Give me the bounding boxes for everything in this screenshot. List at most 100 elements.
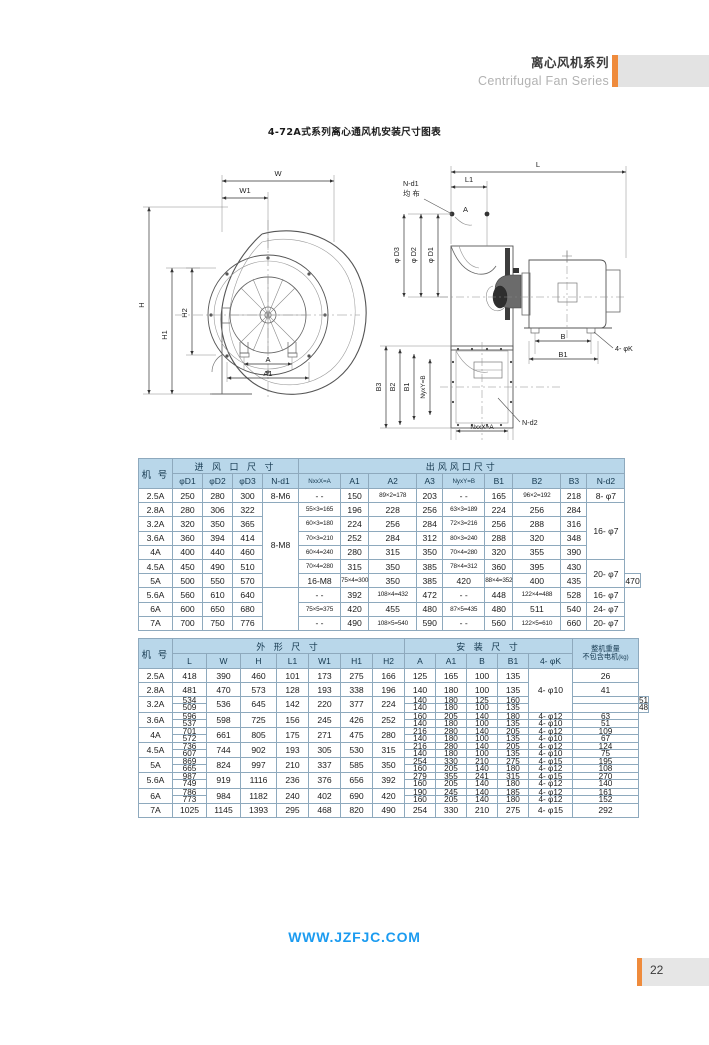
t1-cell-b3: 218 — [560, 487, 588, 504]
t1-cell-nd2: 16- φ7 — [586, 587, 626, 603]
t1-cell-nd2: 16- φ7 — [586, 502, 626, 560]
t2-cell-l1: 128 — [276, 682, 309, 698]
t2-cell-l1: 175 — [276, 726, 309, 743]
header-title-cn: 离心风机系列 — [530, 55, 609, 70]
t1-cell-model: 2.8A — [138, 502, 173, 518]
t1-cell-nyxy: 72×3=216 — [442, 516, 486, 532]
t2-cell-b: 210 140 — [466, 757, 498, 774]
t1-cell-a1: 392 — [339, 587, 370, 603]
t1-cell-a2: 108×4=432 — [368, 587, 418, 603]
dimension-table-inlet-outlet: 机 号 进 风 口 尺 寸 出风风口尺寸 φD1 φD2 φD3 N-d1 Nx… — [138, 458, 641, 631]
t2-cell-a: 125 — [404, 667, 436, 684]
t1-cell-b3: 470 — [624, 573, 641, 589]
t1-cell-model: 5.6A — [138, 587, 173, 603]
svg-text:A: A — [265, 355, 270, 364]
t2-cell-l: 1025 — [172, 802, 207, 818]
t1-cell-d2: 610 — [202, 587, 233, 603]
t2-cell-h: 1116 — [240, 772, 277, 789]
t1-cell-b1: 288 — [484, 530, 514, 546]
t2-cell-k: 4- φ10 — [528, 668, 573, 713]
t2-cell-l: 596 537 — [172, 711, 207, 728]
t1-cell-nd1: 16-M8 — [298, 573, 341, 589]
t2-cell-w1: 376 — [308, 772, 341, 789]
t1-cell-model: 3.6A — [138, 530, 173, 546]
t1-cell-b1: 320 — [484, 544, 514, 560]
t1-cell-b1: 480 — [484, 601, 514, 617]
t2-cell-h2: 252 — [372, 711, 405, 728]
t2-cell-a1: 280 180 — [435, 741, 467, 759]
t2-cell-b: 140 100 — [466, 726, 498, 743]
table-row: 3.6A 360 394 414 70×3=210 252 284 312 80×3=240 28… — [138, 530, 641, 546]
t2-cell-weight: 41 — [572, 682, 639, 698]
t2-cell-a: 216 140 — [404, 726, 436, 743]
table-row: 2.8A 481 470 573 128 193 338 196 140 180 100 135 41 — [138, 682, 649, 698]
page-number: 22 — [650, 963, 664, 977]
t2-cell-w1: 193 — [308, 682, 341, 698]
t1-cell-nxxx: - - — [298, 487, 341, 504]
t1-cell-a1: 150 — [339, 487, 370, 504]
table-row: 7A 1025 1145 1393 295 468 820 490 254 330 210 275 4-… — [138, 802, 649, 818]
t1-cell-d1: 560 — [172, 587, 203, 603]
t2-cell-a1: 330 205 — [435, 757, 467, 774]
svg-text:NxxX=A: NxxX=A — [470, 424, 494, 431]
t2-cell-w1: 220 — [308, 696, 341, 713]
t2-cell-w: 470 — [206, 682, 241, 698]
t2-cell-weight: 51 48 — [637, 696, 650, 713]
t1-cell-nd2: 24- φ7 — [586, 601, 626, 617]
t2-cell-w1: 271 — [308, 726, 341, 743]
t1-cell-b1: 560 — [484, 615, 514, 631]
t2-cell-h1: 656 — [340, 772, 373, 789]
t2-cell-b1: 185 180 — [497, 787, 529, 804]
t2-cell-model: 4.5A — [138, 741, 173, 759]
t1-col-d3: φD3 — [232, 473, 263, 489]
table-row: 6A 600 650 680 75×5=375 420 455 480 87×5=435 480 5… — [138, 601, 641, 617]
t1-col-nyxy: NyxY=B — [442, 473, 486, 489]
t2-cell-w: 536 — [206, 696, 241, 713]
t1-cell-nd2: 20- φ7 — [586, 558, 626, 589]
t1-cell-d1: 600 — [172, 601, 203, 617]
table-row: 2.5A 418 390 460 101 173 275 166 125 165 100 135 4- … — [138, 667, 649, 713]
t1-cell-nxxx: 60×4=240 — [298, 544, 341, 560]
t1-col-d1: φD1 — [172, 473, 203, 489]
t2-cell-h2: 315 — [372, 741, 405, 759]
t1-cell-nyxy: - - — [442, 587, 486, 603]
t2-col-h2: H2 — [372, 653, 405, 669]
t2-cell-h1: 690 — [340, 787, 373, 804]
t2-cell-b1: 135 — [497, 667, 529, 684]
t2-cell-l: 987 749 — [172, 772, 207, 789]
t2-cell-weight: 124 75 — [572, 741, 639, 759]
table-row: 5A 869 665 824 997 210 337 585 350 254 160 330 205 21… — [138, 757, 649, 774]
t2-header-model: 机 号 — [138, 638, 173, 669]
t1-cell-b3: 540 — [560, 601, 588, 617]
footer-website-url[interactable]: WWW.JZFJC.COM — [288, 929, 421, 945]
t2-cell-weight: 195 108 — [572, 757, 639, 774]
t1-cell-nyxy: - - — [442, 487, 486, 504]
t2-cell-w: 1145 — [206, 802, 241, 818]
t1-group-inlet: 进 风 口 尺 寸 — [172, 458, 299, 474]
table-row: 6A 786 773 984 1182 240 402 690 420 190 160 245 205 1… — [138, 787, 649, 804]
t1-cell-a2: 284 — [368, 530, 418, 546]
t1-cell-nxxx: - - — [298, 587, 341, 603]
t2-cell-model: 5A — [138, 757, 173, 774]
header-gray-bar — [617, 55, 709, 87]
svg-text:B: B — [560, 332, 565, 341]
t2-cell-h2: 280 — [372, 726, 405, 743]
t1-cell-a3: 480 — [416, 601, 444, 617]
t1-cell-d1: 450 — [172, 558, 203, 575]
t2-cell-l1: 236 — [276, 772, 309, 789]
t2-cell-h2: 166 — [372, 667, 405, 684]
svg-text:A1: A1 — [263, 369, 272, 378]
t2-cell-b: 125 100 — [466, 696, 498, 713]
page-title: 4-72A式系列离心通风机安装尺寸图表 — [267, 127, 442, 138]
table-row: 3.6A 596 537 598 725 156 245 426 252 160 140 205 180… — [138, 711, 649, 728]
t2-cell-l1: 210 — [276, 757, 309, 774]
t1-cell-b1: 360 — [484, 558, 514, 575]
t2-cell-k: 4- φ12 4- φ10 — [528, 741, 573, 759]
t2-cell-b: 140 100 — [466, 711, 498, 728]
t2-cell-model: 7A — [138, 802, 173, 818]
t1-cell-nxxx: 70×4=280 — [298, 558, 341, 575]
t1-cell-nxxx: - - — [298, 615, 341, 631]
t2-cell-model: 2.5A — [138, 667, 173, 684]
svg-text:W1: W1 — [239, 186, 250, 195]
t2-cell-a1: 180 180 — [435, 696, 467, 713]
